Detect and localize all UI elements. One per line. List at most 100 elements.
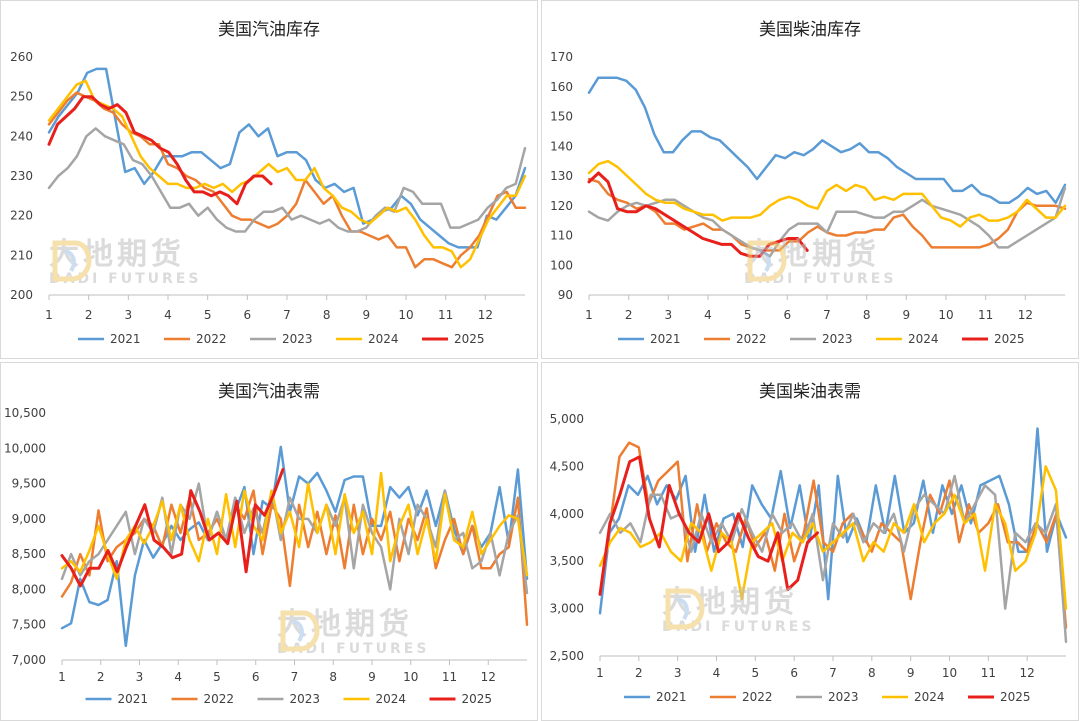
x-tick-label: 3	[136, 670, 144, 684]
y-tick-label: 7,000	[12, 653, 46, 667]
x-tick-label: 6	[244, 308, 252, 322]
y-tick-label: 220	[10, 209, 33, 223]
chart-title: 美国汽油库存	[218, 20, 320, 40]
panel-diesel-demand: 美国柴油表需 2,500 3,000 3,500 4,000 4,500 5,000 1 2 3…	[541, 362, 1079, 721]
x-tick-label: 7	[283, 308, 291, 322]
legend-label-2024: 2024	[376, 692, 407, 706]
x-tick-label: 6	[790, 666, 798, 680]
x-tick-label: 1	[585, 308, 593, 322]
x-tick-label: 8	[323, 308, 331, 322]
y-tick-label: 10,000	[4, 441, 46, 455]
legend-label-2024: 2024	[908, 332, 939, 346]
y-tick-label: 5,000	[550, 412, 584, 426]
x-tick-label: 5	[752, 666, 760, 680]
legend-label-2024: 2024	[368, 332, 399, 346]
x-tick-label: 4	[713, 666, 721, 680]
y-tick-label: 3,000	[550, 602, 584, 616]
legend-label-2025: 2025	[994, 332, 1025, 346]
x-tick-label: 10	[398, 308, 413, 322]
chart-svg: 7,000 7,500 8,000 8,500 9,000 9,500 10,000 10,5…	[4, 406, 529, 706]
series-line-2022	[598, 441, 1068, 629]
y-tick-label: 4,000	[550, 507, 584, 521]
x-tick-label: 9	[363, 308, 371, 322]
x-tick-label: 6	[784, 308, 792, 322]
x-tick-label: 2	[635, 666, 643, 680]
series-line-2025	[47, 95, 273, 206]
legend-label-2022: 2022	[736, 332, 767, 346]
legend-label-2021: 2021	[650, 332, 681, 346]
legend-label-2023: 2023	[822, 332, 853, 346]
x-tick-label: 1	[596, 666, 604, 680]
series-line-2023	[47, 127, 527, 233]
x-tick-label: 10	[942, 666, 957, 680]
x-tick-label: 6	[252, 670, 260, 684]
legend-label-2025: 2025	[454, 332, 485, 346]
x-tick-label: 4	[704, 308, 712, 322]
x-tick-label: 12	[1020, 666, 1035, 680]
legend-label-2023: 2023	[828, 690, 859, 704]
x-tick-label: 1	[58, 670, 66, 684]
y-tick-label: 200	[10, 288, 33, 302]
y-tick-label: 4,500	[550, 459, 584, 473]
legend-label-2025: 2025	[462, 692, 493, 706]
series-line-2021	[47, 67, 527, 249]
x-tick-label: 5	[213, 670, 221, 684]
panel-gasoline-inventory: 美国汽油库存 200 210 220 230 240 250 260 1 2 3 4 5 6 7 8 9 10 1…	[0, 0, 538, 359]
x-tick-label: 1	[45, 308, 53, 322]
legend-label-2024: 2024	[914, 690, 945, 704]
x-tick-label: 12	[481, 670, 496, 684]
x-tick-label: 9	[368, 670, 376, 684]
y-tick-label: 100	[550, 258, 573, 272]
x-tick-label: 11	[442, 670, 457, 684]
legend-label-2021: 2021	[118, 692, 149, 706]
x-tick-label: 11	[981, 666, 996, 680]
x-tick-label: 7	[291, 670, 299, 684]
y-tick-label: 2,500	[550, 649, 584, 663]
y-tick-label: 250	[10, 90, 33, 104]
x-tick-label: 10	[403, 670, 418, 684]
legend-label-2023: 2023	[282, 332, 313, 346]
y-tick-label: 120	[550, 199, 573, 213]
y-tick-label: 150	[550, 110, 573, 124]
chart-title: 美国柴油表需	[759, 382, 861, 402]
series-line-2023	[598, 474, 1068, 644]
series-line-2023	[587, 186, 1067, 258]
legend-label-2021: 2021	[110, 332, 141, 346]
x-tick-label: 3	[125, 308, 133, 322]
series-line-2025	[60, 468, 285, 588]
x-tick-label: 12	[1018, 308, 1033, 322]
panel-diesel-inventory: 美国柴油库存 90 100 110 120 130 140 150 160 170 1 2 3 4 5 6 7…	[541, 0, 1079, 359]
series-line-2022	[47, 91, 527, 269]
x-tick-label: 11	[978, 308, 993, 322]
y-tick-label: 160	[550, 80, 573, 94]
legend-label-2022: 2022	[742, 690, 773, 704]
y-tick-label: 170	[550, 50, 573, 64]
x-tick-label: 9	[903, 308, 911, 322]
series-line-2024	[60, 471, 529, 581]
x-tick-label: 12	[478, 308, 493, 322]
y-tick-label: 260	[10, 50, 33, 64]
x-tick-label: 8	[329, 670, 337, 684]
x-tick-label: 5	[744, 308, 752, 322]
y-tick-label: 10,500	[4, 406, 46, 420]
series-line-2025	[598, 455, 819, 596]
y-tick-label: 8,500	[12, 547, 46, 561]
y-tick-label: 9,500	[12, 477, 46, 491]
legend-label-2023: 2023	[290, 692, 321, 706]
y-tick-label: 110	[550, 229, 573, 243]
x-tick-label: 2	[625, 308, 633, 322]
series-line-2022	[60, 489, 529, 626]
y-tick-label: 140	[550, 139, 573, 153]
x-tick-label: 7	[823, 308, 831, 322]
x-tick-label: 7	[829, 666, 837, 680]
x-tick-label: 9	[907, 666, 915, 680]
y-tick-label: 8,000	[12, 582, 46, 596]
legend-label-2025: 2025	[1000, 690, 1031, 704]
y-tick-label: 9,000	[12, 512, 46, 526]
x-tick-label: 2	[97, 670, 105, 684]
series-line-2021	[587, 76, 1067, 205]
